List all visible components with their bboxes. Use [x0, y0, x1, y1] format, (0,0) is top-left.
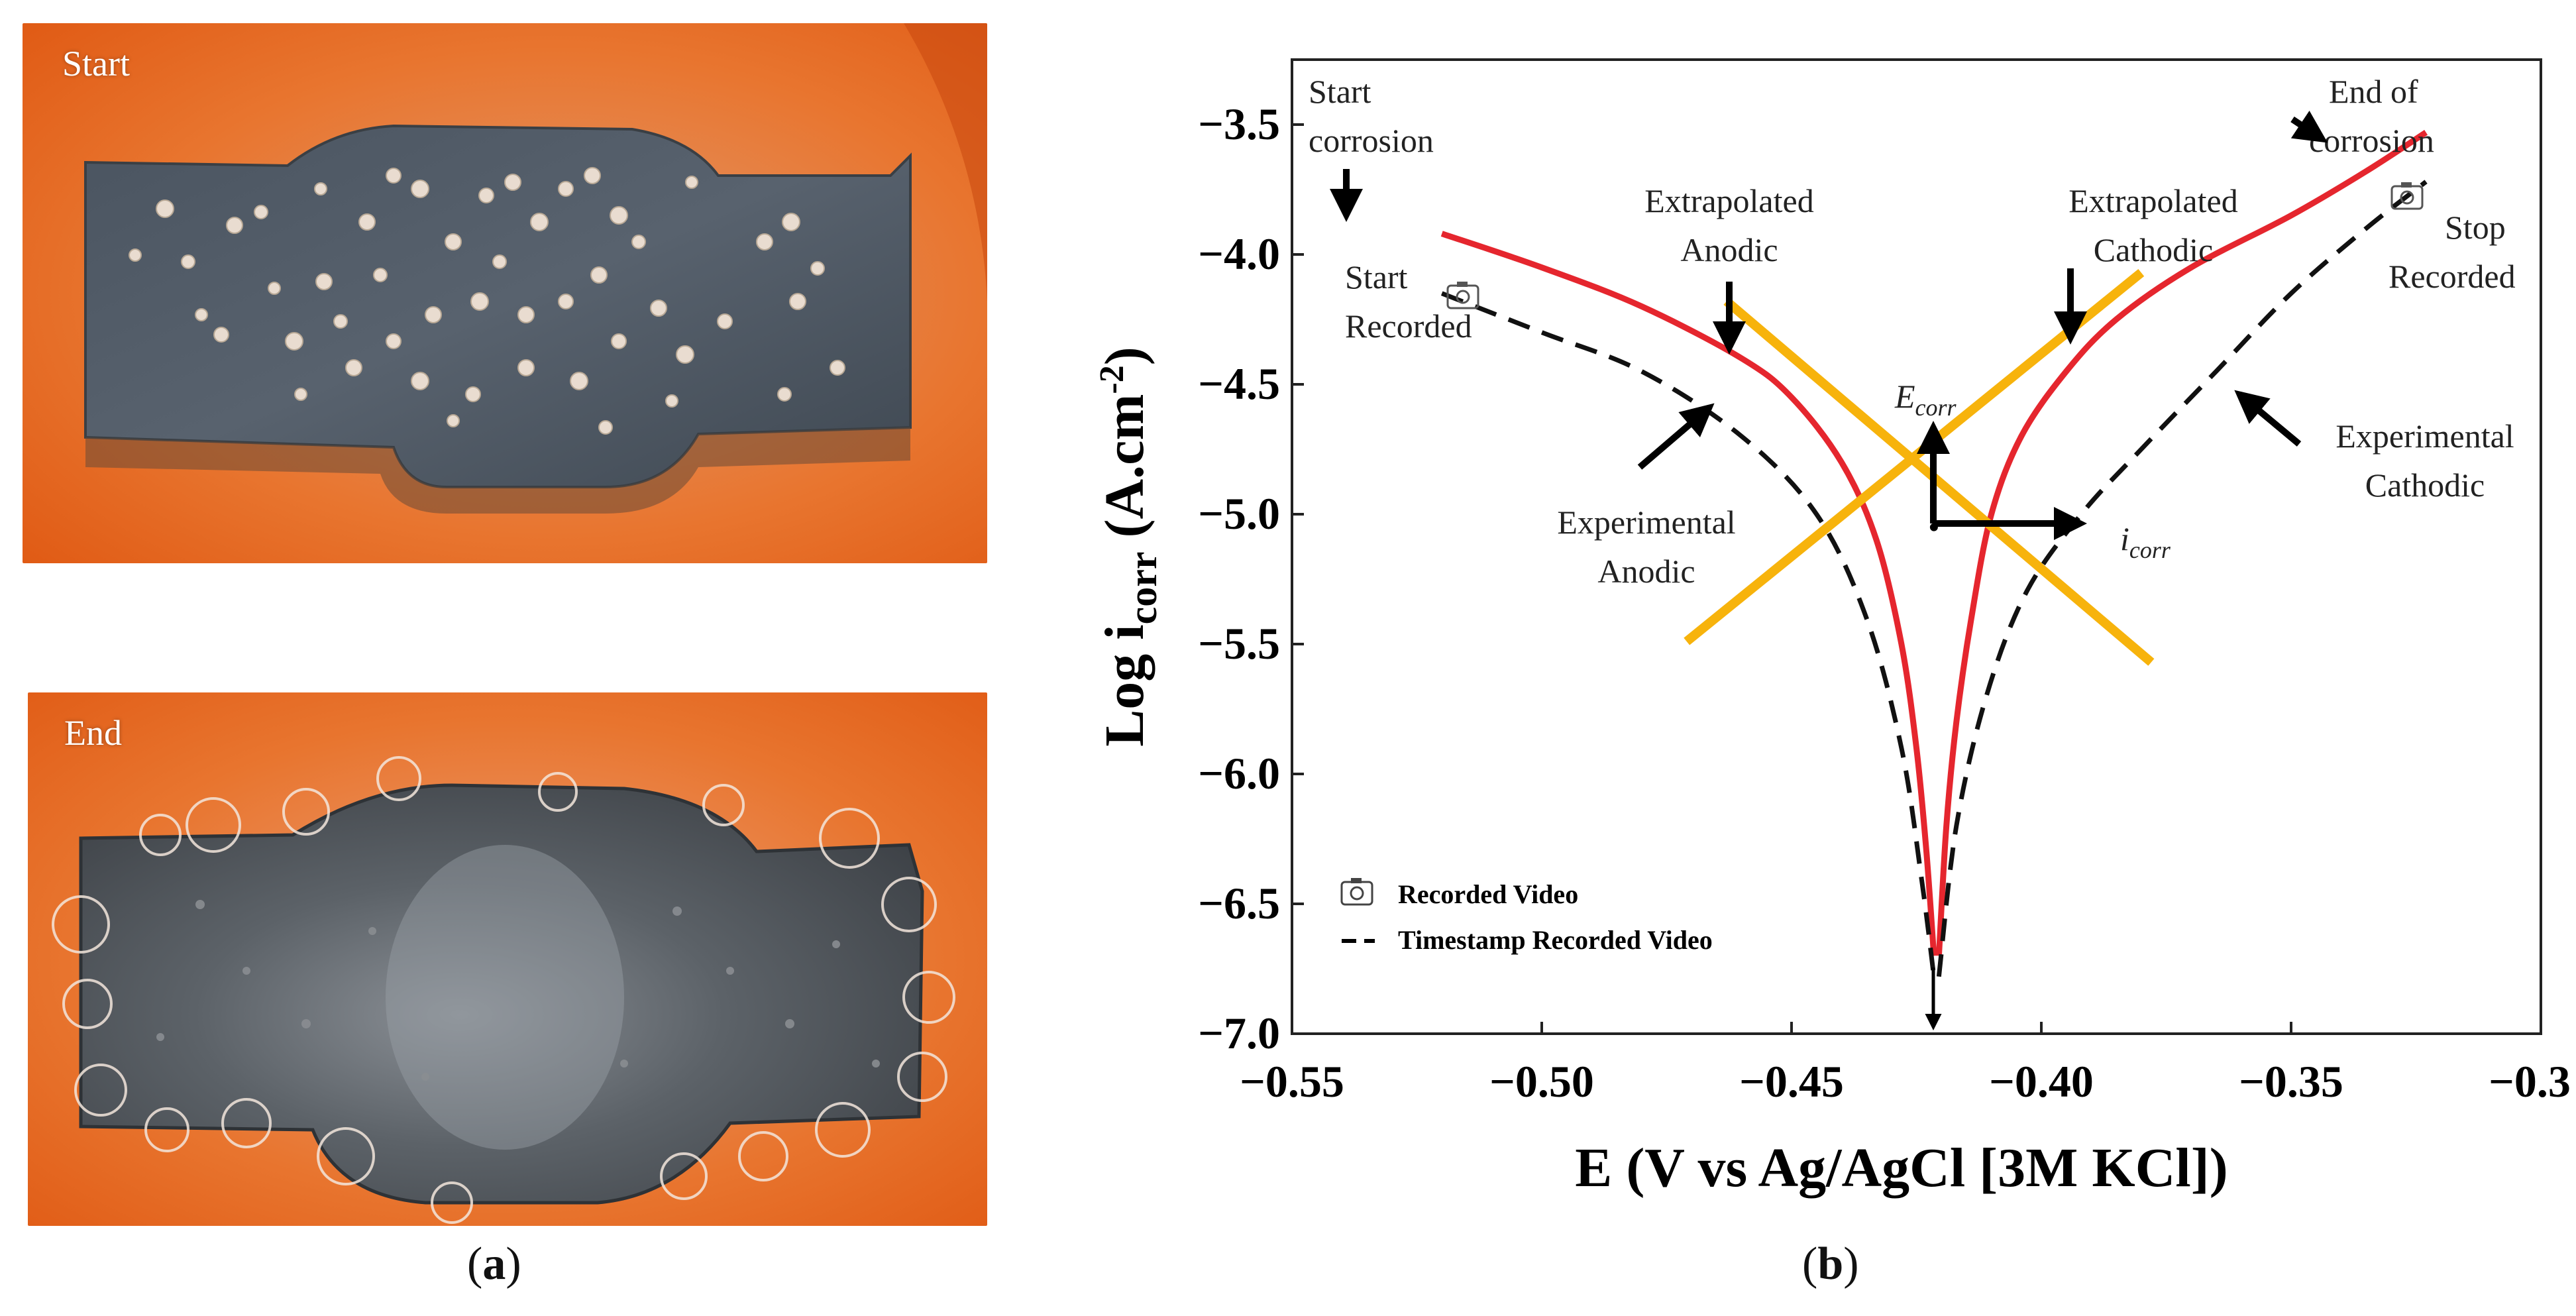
- y-label-unit: (A.cm: [1094, 394, 1155, 552]
- y-label-close: ): [1094, 347, 1155, 365]
- annotations: Start corrosion End of corrosion Start Reco…: [1309, 73, 2516, 590]
- y-label-sub: corr: [1121, 551, 1165, 624]
- y-tick-label: −3.5: [1198, 99, 1280, 149]
- y-label-main: Log i: [1094, 624, 1155, 746]
- x-axis-label: E (V vs Ag/AgCl [3M KCl]): [1575, 1137, 2227, 1199]
- annot-start-corrosion-l2: corrosion: [1309, 122, 1434, 159]
- annot-ecorr-main: E: [1894, 378, 1915, 415]
- y-tick-label: −5.5: [1198, 618, 1280, 669]
- y-tick-label: −6.0: [1198, 748, 1280, 798]
- end-sample-image: [28, 692, 987, 1226]
- annot-experimental-cathodic-l2: Cathodic: [2365, 466, 2485, 504]
- x-tick-label: −0.40: [1989, 1056, 2094, 1107]
- y-tick-label: −6.5: [1198, 878, 1280, 928]
- start-label: Start: [62, 44, 130, 83]
- legend-timestamp-recorded-video: Timestamp Recorded Video: [1398, 925, 1713, 955]
- annot-experimental-cathodic-l1: Experimental: [2335, 417, 2514, 455]
- x-axis-ticks: −0.55 −0.50 −0.45 −0.40 −0.35 −0.30: [1240, 1022, 2571, 1107]
- panel-b-caption-close: ): [1843, 1238, 1859, 1289]
- annot-end-corrosion-l2: corrosion: [2309, 122, 2434, 159]
- series-timestamp-cathodic: [1936, 180, 2428, 977]
- annot-start-recorded-l1: Start: [1345, 258, 1408, 296]
- legend-recorded-video: Recorded Video: [1398, 879, 1578, 909]
- annot-extrapolated-anodic-l2: Anodic: [1680, 231, 1778, 268]
- x-tick-label: −0.50: [1489, 1056, 1594, 1107]
- annot-extrapolated-cathodic-l1: Extrapolated: [2068, 182, 2237, 219]
- camera-icon: [2390, 182, 2424, 210]
- y-label-exp: -2: [1093, 365, 1131, 394]
- arrow-end-corrosion: [2290, 111, 2328, 143]
- y-axis-ticks: −3.5 −4.0 −4.5 −5.0 −5.5 −6.0 −6.5 −7.0: [1198, 99, 1304, 1058]
- annot-experimental-anodic: Experimental Anodic: [1557, 504, 1735, 590]
- annot-extrapolated-cathodic: Extrapolated Cathodic: [2068, 182, 2237, 268]
- panel-a-caption-close: ): [506, 1238, 521, 1289]
- y-tick-label: −5.0: [1198, 488, 1280, 539]
- annot-extrapolated-cathodic-l2: Cathodic: [2094, 231, 2214, 268]
- annot-ecorr: Ecorr: [1894, 378, 1957, 421]
- series-timestamp-anodic: [1440, 291, 1937, 977]
- y-tick-label: −4.5: [1198, 358, 1280, 409]
- annot-ecorr-sub: corr: [1915, 394, 1957, 421]
- x-tick-label: −0.30: [2489, 1056, 2571, 1107]
- annot-extrapolated-anodic-l1: Extrapolated: [1644, 182, 1813, 219]
- x-tick-label: −0.45: [1739, 1056, 1844, 1107]
- polarization-chart: −0.55−0.50−0.45−0.40−0.35−0.30 −3.5−4.0−…: [1093, 58, 2571, 1199]
- annot-icorr-sub: corr: [2129, 537, 2171, 563]
- y-tick-label: −7.0: [1198, 1008, 1280, 1058]
- end-photo: End: [28, 692, 987, 1226]
- annot-stop-recorded-l1: Stop: [2445, 209, 2506, 246]
- start-photo: Start: [23, 23, 987, 563]
- panel-a-caption-open: (: [467, 1238, 483, 1289]
- annot-start-corrosion: Start corrosion: [1309, 73, 1434, 159]
- legend: Recorded Video Timestamp Recorded Video: [1340, 878, 1713, 955]
- arrow-experimental-anodic: [1637, 403, 1715, 470]
- panel-b-caption-letter: b: [1817, 1238, 1844, 1289]
- y-axis-label: Log icorr (A.cm-2): [1093, 347, 1165, 746]
- annot-icorr: icorr: [2120, 520, 2171, 563]
- annot-stop-recorded: Stop Recorded: [2388, 209, 2516, 295]
- annot-stop-recorded-l2: Recorded: [2388, 258, 2516, 295]
- annot-experimental-anodic-l2: Anodic: [1597, 553, 1695, 590]
- panel-b-caption-open: (: [1802, 1238, 1818, 1289]
- annot-start-recorded: Start Recorded: [1345, 258, 1472, 345]
- annot-end-corrosion-l1: End of: [2329, 73, 2418, 110]
- series-layer: [1440, 130, 2428, 977]
- arrow-experimental-cathodic: [2234, 390, 2302, 447]
- annot-extrapolated-anodic: Extrapolated Anodic: [1644, 182, 1813, 268]
- start-sample-image: [23, 23, 987, 563]
- series-experimental-cathodic: [1935, 130, 2428, 956]
- series-extrapolated-anodic: [1723, 298, 2155, 666]
- plot-frame: [1291, 58, 2542, 1035]
- annot-experimental-anodic-l1: Experimental: [1557, 504, 1735, 541]
- panel-a-caption-letter: a: [482, 1238, 506, 1289]
- annotation-arrows: [1330, 111, 2328, 1030]
- camera-icon: [1446, 282, 1479, 309]
- annot-icorr-main: i: [2120, 520, 2129, 557]
- x-tick-label: −0.35: [2239, 1056, 2343, 1107]
- end-label: End: [64, 713, 122, 753]
- series-experimental-anodic: [1440, 231, 1937, 956]
- annot-start-recorded-l2: Recorded: [1345, 307, 1472, 345]
- y-tick-label: −4.0: [1198, 229, 1280, 279]
- panel-a-caption: (a): [467, 1238, 521, 1291]
- camera-icon: [1340, 878, 1373, 906]
- x-tick-label: −0.55: [1240, 1056, 1344, 1107]
- annot-start-corrosion-l1: Start: [1309, 73, 1371, 110]
- annot-experimental-cathodic: Experimental Cathodic: [2335, 417, 2514, 504]
- panel-b-caption: (b): [1802, 1238, 1859, 1291]
- annot-end-corrosion: End of corrosion: [2309, 73, 2434, 159]
